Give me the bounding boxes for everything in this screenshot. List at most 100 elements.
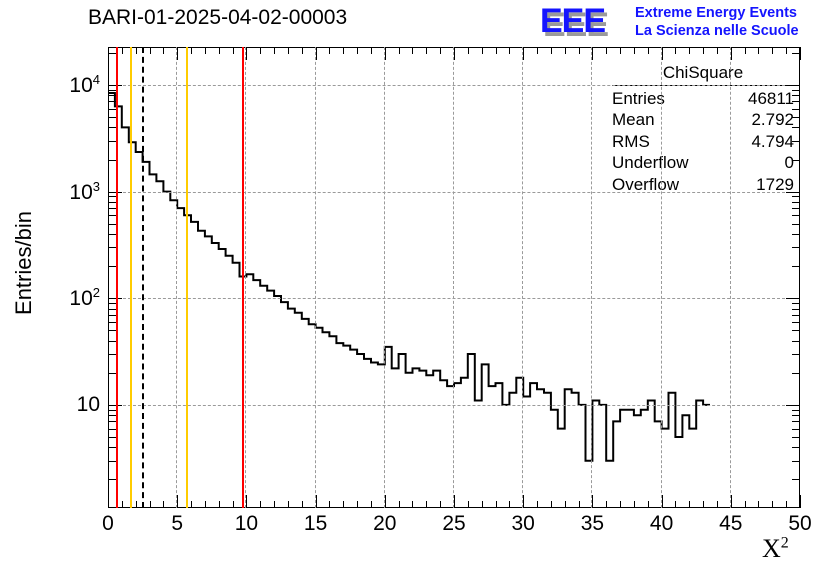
y-tick-right (792, 373, 800, 374)
x-tick (648, 501, 649, 508)
x-tick (496, 501, 497, 508)
stats-row: Overflow 1729 (612, 174, 794, 196)
x-tick (357, 501, 358, 508)
x-tick (163, 501, 164, 508)
y-tick (108, 461, 116, 462)
x-tick (150, 501, 151, 508)
y-tick-right (792, 160, 800, 161)
x-tick (205, 501, 206, 508)
y-tick (108, 447, 116, 448)
x-tick-top (606, 47, 607, 54)
y-tick (108, 415, 116, 416)
stats-row-label: Entries (612, 88, 665, 108)
y-tick (108, 127, 116, 128)
eee-logo-mark: EEE (540, 2, 606, 40)
x-tick-top (246, 47, 247, 60)
x-tick (634, 501, 635, 508)
y-tick-right (792, 415, 800, 416)
y-tick-right (792, 101, 800, 102)
x-tick (800, 495, 801, 508)
x-tick (122, 501, 123, 508)
y-tick-right (792, 461, 800, 462)
x-tick-top (260, 47, 261, 54)
x-tick-top (316, 47, 317, 60)
x-tick (675, 501, 676, 508)
x-tick (177, 495, 178, 508)
stats-row-label: Overflow (612, 174, 680, 194)
y-tick-right (792, 429, 800, 430)
y-tick (108, 437, 116, 438)
y-tick-right (792, 309, 800, 310)
x-tick-top (758, 47, 759, 54)
x-tick-top (150, 47, 151, 54)
y-tick (108, 303, 116, 304)
x-tick-top (371, 47, 372, 54)
y-tick (108, 234, 116, 235)
y-tick-right (792, 447, 800, 448)
marker-line-red-low (115, 47, 118, 508)
stats-box: ChiSquare Entries 46811 Mean 2.792 RMS 4.794 U… (612, 62, 794, 195)
x-tick-label: 35 (580, 512, 605, 535)
gridline-vertical (591, 47, 593, 508)
marker-line-dashed-mean (141, 47, 144, 508)
y-tick (108, 266, 116, 267)
x-tick (288, 501, 289, 508)
y-tick-right (792, 437, 800, 438)
marker-line-gold-high (186, 47, 189, 508)
eee-logo: EEE Extreme Energy Events La Scienza nel… (540, 2, 836, 42)
y-tick (108, 421, 116, 422)
x-tick-top (509, 47, 510, 54)
y-tick-right (786, 298, 800, 299)
x-tick (689, 501, 690, 508)
x-tick-top (662, 47, 663, 60)
y-tick (108, 479, 116, 480)
x-tick-top (786, 47, 787, 54)
x-tick-top (385, 47, 386, 60)
x-tick (302, 501, 303, 508)
y-tick-right (792, 90, 800, 91)
stats-row: Entries 46811 (612, 88, 794, 110)
y-tick-right (792, 127, 800, 128)
gridline-vertical (314, 47, 316, 508)
x-tick (274, 501, 275, 508)
x-tick (551, 501, 552, 508)
x-tick (454, 495, 455, 508)
y-tick-right (792, 421, 800, 422)
x-tick-top (468, 47, 469, 54)
x-tick-top (551, 47, 552, 54)
x-tick (703, 501, 704, 508)
y-tick (108, 330, 116, 331)
x-tick-top (745, 47, 746, 54)
y-tick (108, 85, 122, 86)
y-tick (108, 298, 122, 299)
x-tick (108, 495, 109, 508)
y-tick-right (792, 224, 800, 225)
x-tick-top (412, 47, 413, 54)
y-tick (108, 309, 116, 310)
x-tick-top (496, 47, 497, 54)
x-tick-label: 50 (788, 512, 812, 535)
y-tick (108, 405, 122, 406)
x-tick-label: 15 (303, 512, 328, 535)
y-axis-title: Entries/bin (11, 211, 36, 315)
gridline-vertical (453, 47, 454, 508)
x-tick (440, 501, 441, 508)
x-tick-top (454, 47, 455, 60)
stats-row-label: Mean (612, 110, 655, 129)
y-tick (108, 109, 116, 110)
x-tick-top (675, 47, 676, 54)
histogram-outline (108, 92, 710, 462)
x-tick (260, 501, 261, 508)
x-tick (233, 501, 234, 508)
x-tick-top (163, 47, 164, 54)
x-tick-top (565, 47, 566, 54)
x-tick-top (592, 47, 593, 60)
x-tick-top (288, 47, 289, 54)
gridline-horizontal (108, 84, 800, 86)
x-tick-top (523, 47, 524, 60)
y-tick (108, 315, 116, 316)
stats-row-value: 2.792 (751, 110, 794, 129)
x-tick-top (191, 47, 192, 54)
y-tick-right (792, 341, 800, 342)
